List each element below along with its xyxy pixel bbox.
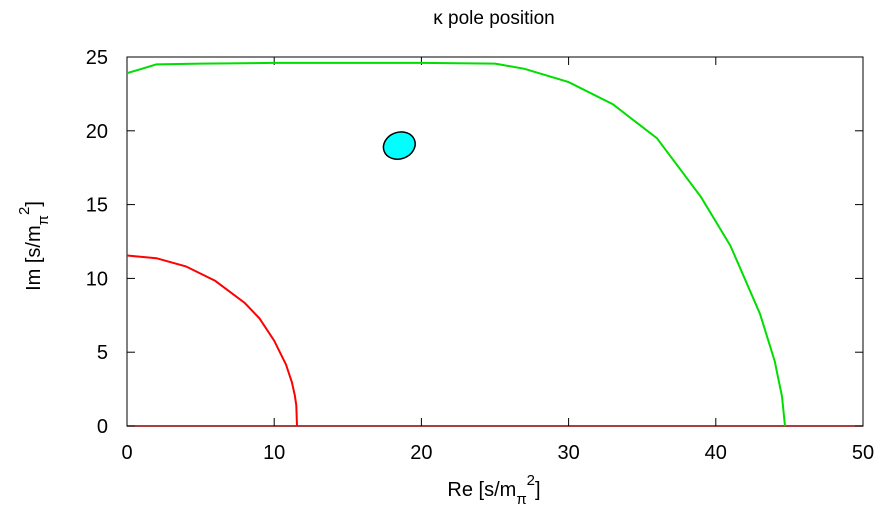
y-tick-label: 5 (97, 342, 108, 364)
plot-area-frame (126, 56, 864, 427)
series-curve-1 (126, 61, 786, 427)
y-tick-label: 15 (86, 195, 108, 217)
chart-title: κ pole position (433, 8, 554, 29)
x-axis-label-superscript: 2 (527, 472, 535, 489)
x-tick-label: 10 (263, 442, 285, 464)
pole-region-ellipse (382, 131, 416, 160)
x-tick-label: 30 (557, 442, 579, 464)
x-tick-label: 50 (852, 442, 874, 464)
y-tick-label: 0 (97, 416, 108, 438)
axis-ticks (126, 56, 864, 427)
y-tick-label: 20 (86, 121, 108, 143)
y-tick-label: 10 (86, 268, 108, 290)
y-axis-label: Im [s/mπ2] (16, 201, 52, 291)
y-tick-labels: 0 5 10 15 20 25 (86, 47, 108, 438)
x-tick-label: 0 (121, 442, 132, 464)
series-curve-0 (126, 254, 298, 427)
series-layer (126, 61, 786, 427)
y-tick-label: 25 (86, 47, 108, 69)
x-axis-label-close: ] (535, 479, 541, 501)
x-tick-labels: 0 10 20 30 40 50 (121, 442, 874, 464)
x-axis-label-subscript: π (516, 491, 526, 508)
x-axis-label-main: Re [s/m (447, 479, 516, 501)
y-axis-label-subscript: π (35, 215, 52, 225)
y-axis-label-main: Im [s/m (23, 225, 45, 291)
x-axis-label: Re [s/mπ2] (447, 472, 540, 508)
y-axis-label-superscript: 2 (16, 207, 33, 215)
y-axis-label-close: ] (23, 201, 45, 207)
x-tick-label: 40 (705, 442, 727, 464)
x-tick-label: 20 (410, 442, 432, 464)
